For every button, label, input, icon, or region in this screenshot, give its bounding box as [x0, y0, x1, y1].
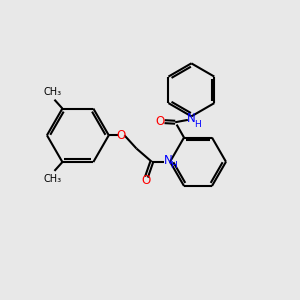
Text: CH₃: CH₃ [44, 87, 62, 97]
Text: O: O [116, 129, 126, 142]
Text: H: H [170, 161, 177, 170]
Text: CH₃: CH₃ [44, 174, 62, 184]
Text: O: O [156, 115, 165, 128]
Text: N: N [164, 154, 172, 167]
Text: H: H [194, 119, 201, 128]
Text: N: N [187, 112, 196, 125]
Text: O: O [142, 174, 151, 188]
